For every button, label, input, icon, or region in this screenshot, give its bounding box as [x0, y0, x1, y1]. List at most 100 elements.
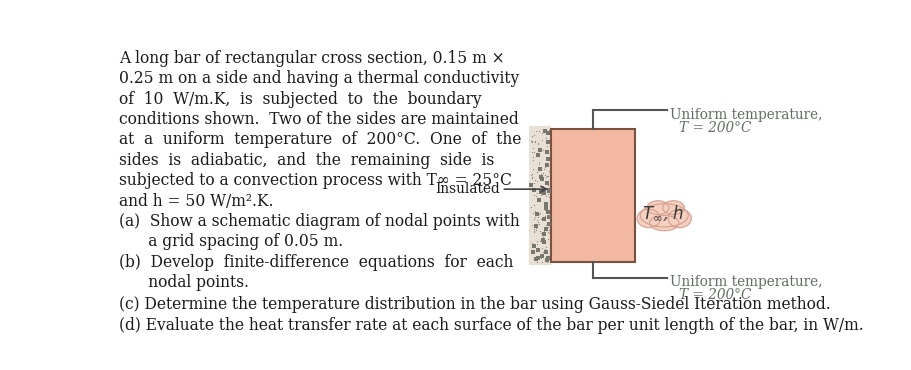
- Point: [527, 180, 541, 186]
- Point: [535, 234, 549, 240]
- Point: [529, 140, 544, 146]
- Point: [528, 169, 543, 175]
- Point: [526, 154, 540, 160]
- Text: sides  is  adiabatic,  and  the  remaining  side  is: sides is adiabatic, and the remaining si…: [119, 152, 494, 169]
- Point: [527, 248, 542, 254]
- Point: [539, 229, 554, 235]
- Point: [527, 216, 541, 222]
- Ellipse shape: [662, 201, 683, 215]
- Point: [537, 162, 552, 168]
- Point: [534, 176, 548, 182]
- Text: a grid spacing of 0.05 m.: a grid spacing of 0.05 m.: [119, 233, 343, 250]
- Point: [537, 216, 551, 222]
- Point: [538, 227, 553, 233]
- Bar: [528, 126, 550, 265]
- Point: [529, 242, 544, 248]
- Point: [540, 182, 555, 188]
- Point: [540, 130, 555, 135]
- Point: [540, 255, 555, 261]
- Ellipse shape: [637, 209, 660, 228]
- Point: [541, 230, 556, 236]
- Point: [535, 130, 549, 136]
- Text: subjected to a convection process with T∞ = 25°C: subjected to a convection process with T…: [119, 172, 512, 189]
- Text: conditions shown.  Two of the sides are maintained: conditions shown. Two of the sides are m…: [119, 111, 518, 128]
- Point: [537, 217, 551, 223]
- Point: [530, 152, 545, 158]
- Point: [531, 197, 546, 203]
- Ellipse shape: [649, 215, 678, 231]
- Point: [525, 138, 539, 144]
- Point: [531, 128, 546, 134]
- Point: [541, 127, 556, 132]
- Text: (b)  Develop  finite-difference  equations  for  each: (b) Develop finite-difference equations …: [119, 254, 513, 271]
- Point: [541, 227, 556, 233]
- Point: [533, 216, 548, 222]
- Point: [540, 209, 555, 215]
- Point: [534, 259, 548, 265]
- Point: [534, 173, 548, 179]
- Point: [540, 191, 555, 196]
- Point: [526, 187, 540, 193]
- Point: [524, 149, 538, 155]
- Point: [541, 168, 556, 174]
- Point: [525, 188, 539, 194]
- Point: [537, 205, 552, 211]
- Point: [529, 238, 544, 244]
- Point: [541, 221, 556, 227]
- Point: [539, 173, 554, 179]
- Point: [537, 226, 552, 232]
- Point: [537, 172, 552, 178]
- Point: [540, 156, 555, 162]
- Point: [538, 222, 553, 228]
- Point: [528, 190, 543, 196]
- Point: [525, 145, 539, 151]
- Text: Insulated: Insulated: [435, 182, 499, 196]
- Point: [541, 194, 556, 200]
- Point: [525, 175, 539, 181]
- Point: [532, 174, 547, 180]
- Point: [532, 238, 547, 244]
- Point: [538, 244, 553, 250]
- Point: [527, 132, 541, 138]
- Point: [531, 161, 546, 167]
- Point: [541, 214, 556, 220]
- Point: [536, 239, 550, 245]
- Point: [537, 166, 551, 172]
- Point: [535, 237, 549, 243]
- Point: [525, 166, 539, 172]
- Point: [533, 174, 548, 180]
- Point: [526, 186, 540, 192]
- Point: [533, 235, 548, 241]
- Point: [537, 258, 552, 264]
- Point: [530, 248, 545, 253]
- Point: [539, 149, 554, 155]
- Point: [534, 253, 548, 259]
- Point: [537, 128, 551, 134]
- Point: [534, 189, 548, 195]
- Point: [539, 259, 554, 265]
- Point: [537, 255, 552, 261]
- Point: [527, 139, 542, 145]
- Point: [539, 257, 554, 263]
- Point: [537, 248, 552, 253]
- Point: [539, 162, 554, 168]
- Point: [524, 172, 538, 178]
- Point: [533, 165, 548, 171]
- Text: nodal points.: nodal points.: [119, 274, 249, 291]
- Point: [535, 170, 549, 176]
- Point: [533, 171, 548, 176]
- Point: [531, 222, 546, 228]
- Point: [535, 137, 549, 143]
- Point: [528, 256, 543, 262]
- Point: [536, 190, 550, 196]
- Point: [540, 236, 555, 242]
- Point: [529, 217, 544, 223]
- Point: [526, 226, 540, 232]
- Point: [540, 188, 555, 194]
- Point: [528, 223, 543, 229]
- Point: [531, 159, 546, 165]
- Text: Uniform temperature,: Uniform temperature,: [669, 275, 822, 289]
- Point: [524, 204, 538, 209]
- Point: [529, 248, 544, 253]
- Text: $T_{\infty}$, $h$: $T_{\infty}$, $h$: [640, 204, 683, 223]
